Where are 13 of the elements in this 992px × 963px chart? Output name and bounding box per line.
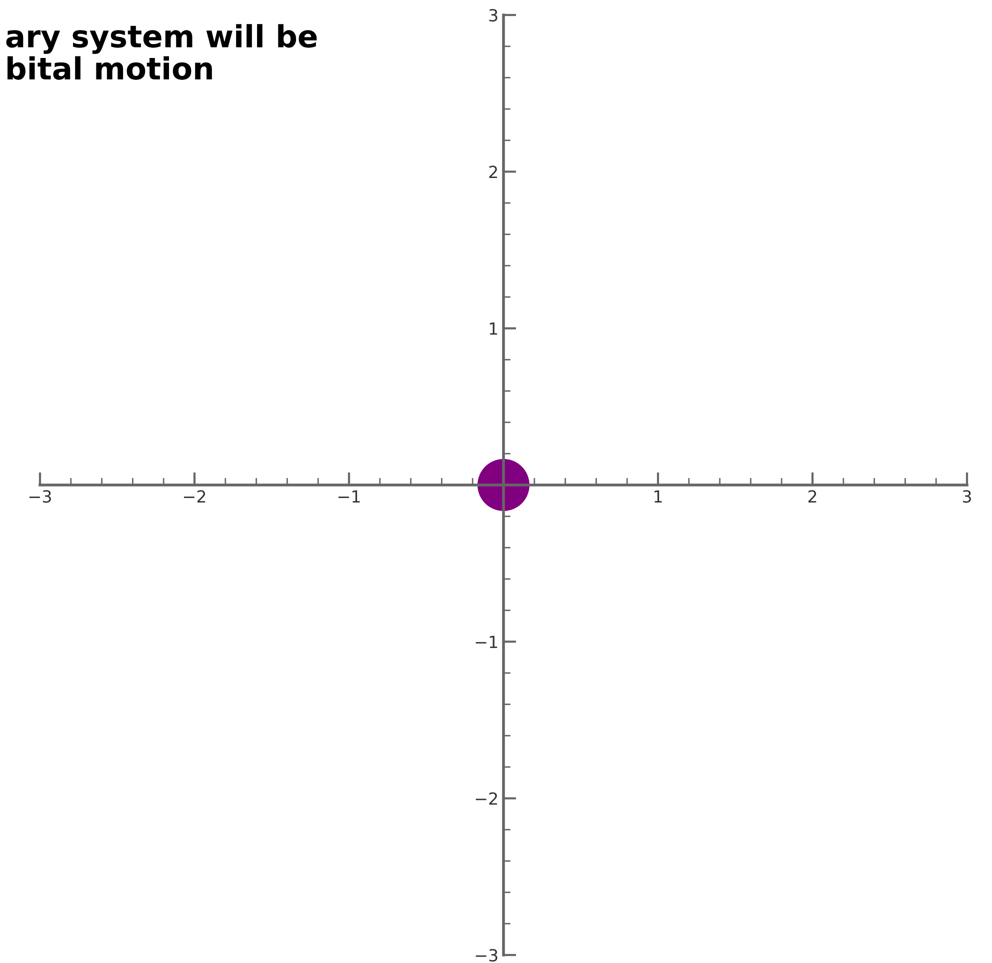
y-tick-label: 3 <box>489 8 498 22</box>
x-tick-label: −3 <box>29 490 51 503</box>
text: ary system will be bital motion <box>6 24 317 80</box>
x-tick-label: 2 <box>808 490 816 503</box>
y-tick-label: −1 <box>476 636 498 648</box>
y-tick-label: 1 <box>490 322 498 335</box>
x-tick-label: −1 <box>338 490 360 503</box>
x-tick-label: 3 <box>962 490 971 503</box>
x-tick-label: −2 <box>184 490 206 503</box>
y-tick-label: −3 <box>476 948 498 962</box>
y-tick-label: 2 <box>489 166 497 178</box>
y-tick-label: −2 <box>476 792 497 805</box>
x-tick-label: 1 <box>654 490 662 503</box>
